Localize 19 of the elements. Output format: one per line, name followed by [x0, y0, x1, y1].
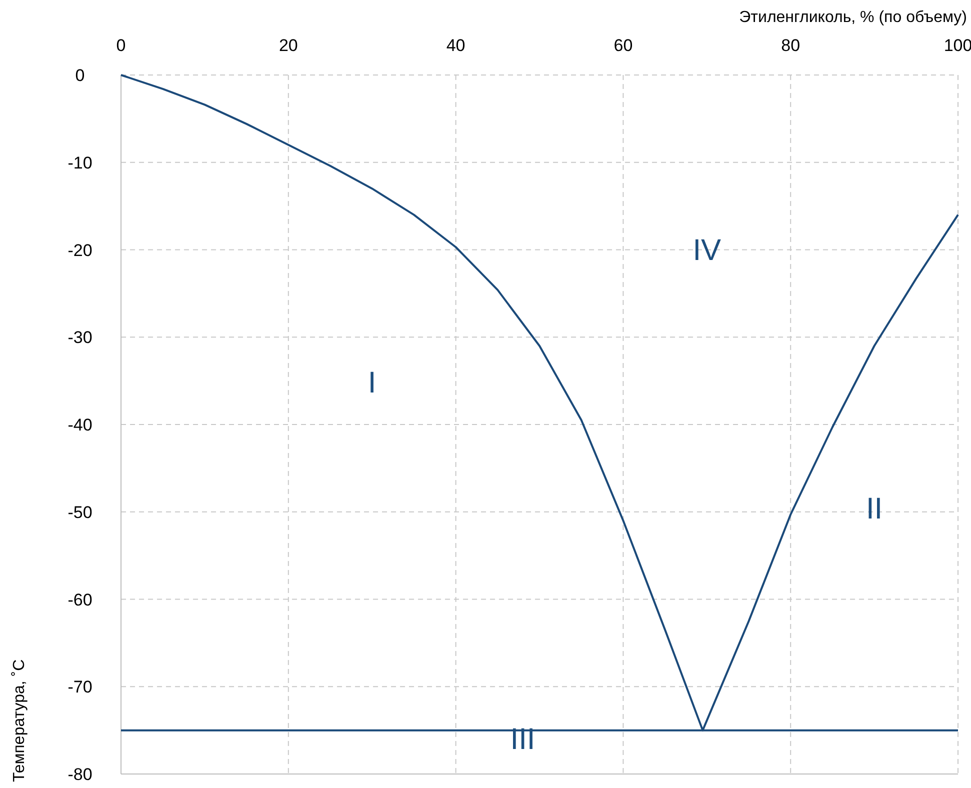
x-tick-label: 60 — [614, 36, 633, 55]
y-tick-label: -70 — [68, 678, 92, 697]
x-tick-label: 0 — [116, 36, 126, 55]
y-tick-label: -10 — [68, 153, 92, 172]
x-tick-label: 80 — [781, 36, 800, 55]
y-tick-label: -50 — [68, 502, 92, 522]
y-tick-label: -60 — [68, 590, 92, 610]
y-tick-label: -40 — [68, 416, 92, 434]
y-tick-label: -20 — [68, 240, 92, 260]
y-axis-title: Температура, ˚С — [11, 659, 28, 782]
x-axis-title: Этиленгликоль, % (по объему) — [739, 9, 967, 26]
y-tick-label: 0 — [75, 66, 85, 85]
x-tick-label: 40 — [446, 36, 466, 55]
y-tick-label: -30 — [68, 328, 92, 348]
y-tick-label: -80 — [68, 765, 92, 784]
annotation: IV — [692, 234, 722, 267]
annotation: II — [866, 492, 883, 526]
annotation: I — [368, 366, 376, 400]
x-tick-label: 20 — [278, 36, 298, 55]
